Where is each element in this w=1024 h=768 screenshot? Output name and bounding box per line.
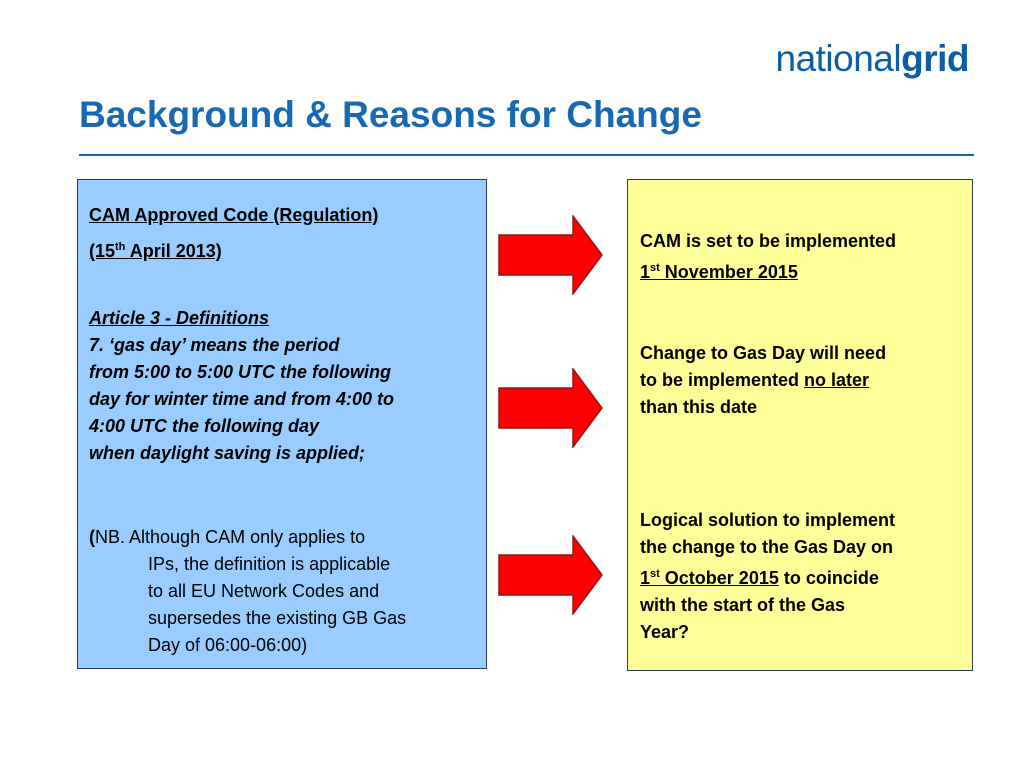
arrow-shape — [498, 215, 603, 295]
logo-suffix: grid — [901, 38, 969, 79]
date-open: (15 — [89, 241, 116, 261]
p3-line: Year? — [640, 622, 690, 642]
right-arrow-icon — [498, 215, 603, 295]
p2-line: than this date — [640, 397, 758, 417]
p3-line: with the start of the Gas — [640, 595, 846, 615]
p3-num: 1 — [640, 568, 651, 588]
article-definition: Article 3 - Definitions 7. ‘gas day’ mea… — [89, 305, 474, 467]
p3-line: 1st October 2015 to coincide — [640, 561, 964, 592]
nb-line: IPs, the definition is applicable — [148, 554, 391, 574]
slide-title: Background & Reasons for Change — [79, 94, 702, 135]
p2-no-later: no later — [804, 370, 870, 390]
p1-date: 1st November 2015 — [640, 255, 964, 286]
p2-line: to be implemented no later — [640, 367, 964, 394]
article-line: 7. ‘gas day’ means the period — [89, 335, 340, 355]
implementation-date-note: CAM is set to be implemented 1st Novembe… — [640, 228, 964, 286]
nb-open-paren: ( — [89, 527, 95, 547]
nb-note: (NB. Although CAM only applies to IPs, t… — [89, 524, 474, 659]
p2-pre: to be implemented — [640, 370, 805, 390]
p2-line: Change to Gas Day will need — [640, 343, 887, 363]
p1-superscript: st — [650, 262, 660, 274]
regulation-title: CAM Approved Code (Regulation) — [89, 205, 379, 225]
p3-date-rest: October 2015 — [659, 568, 779, 588]
p1-num: 1 — [640, 262, 651, 282]
implementation-box: CAM is set to be implemented 1st Novembe… — [627, 179, 973, 671]
p1-date-rest: November 2015 — [659, 262, 798, 282]
nb-line: supersedes the existing GB Gas — [148, 608, 407, 628]
logo-prefix: national — [775, 38, 902, 79]
p1-line: CAM is set to be implemented — [640, 231, 897, 251]
arrow-shape — [498, 368, 603, 448]
date-rest: April 2013) — [125, 241, 222, 261]
national-grid-logo: nationalgrid — [776, 38, 970, 80]
nb-line: Day of 06:00-06:00) — [148, 635, 308, 655]
gas-day-change-note: Change to Gas Day will need to be implem… — [640, 340, 964, 421]
article-heading: Article 3 - Definitions — [89, 308, 270, 328]
p3-superscript: st — [650, 568, 660, 580]
p3-date: 1st October 2015 — [640, 568, 779, 588]
arrow-shape — [498, 535, 603, 615]
regulation-box: CAM Approved Code (Regulation) (15th Apr… — [77, 179, 487, 669]
article-line: 4:00 UTC the following day — [89, 416, 320, 436]
title-divider — [79, 154, 974, 156]
nb-line: to all EU Network Codes and — [148, 581, 380, 601]
right-arrow-icon — [498, 368, 603, 448]
article-line: from 5:00 to 5:00 UTC the following — [89, 362, 392, 382]
p3-post: to coincide — [778, 568, 879, 588]
nb-first-text: NB. Although CAM only applies to — [95, 527, 366, 547]
right-arrow-icon — [498, 535, 603, 615]
logical-solution-note: Logical solution to implement the change… — [640, 507, 964, 646]
p3-line: the change to the Gas Day on — [640, 537, 894, 557]
date-superscript: th — [115, 241, 126, 253]
p3-line: Logical solution to implement — [640, 510, 896, 530]
regulation-date: (15th April 2013) — [89, 234, 474, 264]
nb-first-line: (NB. Although CAM only applies to — [89, 524, 474, 551]
article-line: day for winter time and from 4:00 to — [89, 389, 395, 409]
article-line: when daylight saving is applied; — [89, 443, 366, 463]
